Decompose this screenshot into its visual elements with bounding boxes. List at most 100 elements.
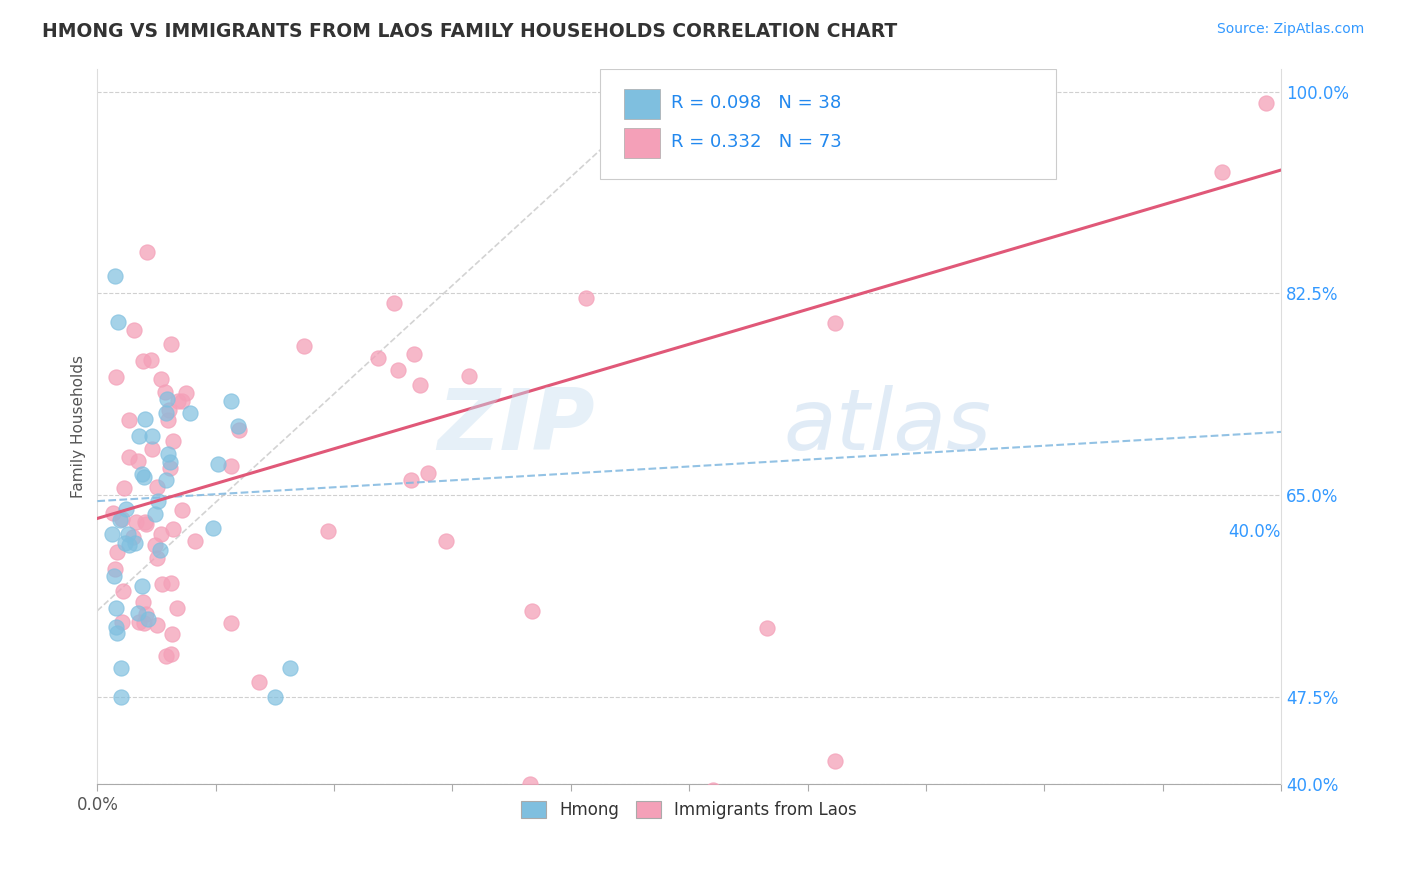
Point	[153, 384, 176, 399]
Point	[384, 296, 406, 310]
Point	[146, 480, 169, 494]
Point	[160, 576, 183, 591]
Point	[316, 524, 339, 539]
Point	[702, 782, 724, 797]
Text: Source: ZipAtlas.com: Source: ZipAtlas.com	[1216, 22, 1364, 37]
Point	[179, 406, 201, 420]
Point	[149, 527, 172, 541]
Point	[141, 429, 163, 443]
Point	[399, 473, 422, 487]
Point	[170, 502, 193, 516]
Point	[143, 538, 166, 552]
Point	[127, 606, 149, 620]
Point	[159, 460, 181, 475]
Point	[418, 466, 440, 480]
FancyBboxPatch shape	[624, 128, 659, 158]
Point	[150, 577, 173, 591]
Point	[118, 538, 141, 552]
Point	[155, 473, 177, 487]
Point	[124, 323, 146, 337]
Point	[135, 517, 157, 532]
Point	[111, 512, 134, 526]
Point	[136, 612, 159, 626]
Point	[201, 521, 224, 535]
Text: 40.0%: 40.0%	[1229, 523, 1281, 541]
Point	[112, 583, 135, 598]
Point	[155, 648, 177, 663]
Point	[121, 530, 143, 544]
Point	[387, 363, 409, 377]
Point	[131, 579, 153, 593]
Point	[434, 533, 457, 548]
Point	[132, 470, 155, 484]
Point	[1211, 165, 1233, 179]
Point	[149, 543, 172, 558]
Point	[105, 619, 128, 633]
Point	[103, 569, 125, 583]
Point	[166, 601, 188, 615]
Point	[118, 450, 141, 464]
Point	[105, 369, 128, 384]
Point	[105, 626, 128, 640]
Point	[136, 244, 159, 259]
Point	[156, 392, 179, 406]
Point	[112, 481, 135, 495]
Point	[292, 339, 315, 353]
Point	[114, 501, 136, 516]
Point	[278, 661, 301, 675]
Point	[155, 406, 177, 420]
Point	[219, 458, 242, 473]
Text: R = 0.098   N = 38: R = 0.098 N = 38	[672, 94, 842, 112]
Point	[145, 550, 167, 565]
Point	[162, 626, 184, 640]
Point	[184, 533, 207, 548]
Point	[132, 615, 155, 630]
Point	[458, 369, 481, 384]
Point	[1033, 120, 1056, 134]
Point	[128, 615, 150, 629]
Point	[404, 346, 426, 360]
Point	[219, 615, 242, 630]
Point	[108, 513, 131, 527]
Point	[824, 754, 846, 768]
Point	[367, 351, 389, 365]
Point	[226, 418, 249, 433]
Point	[166, 393, 188, 408]
Point	[135, 607, 157, 622]
Point	[519, 777, 541, 791]
Point	[117, 526, 139, 541]
Point	[162, 434, 184, 448]
Point	[107, 315, 129, 329]
Text: atlas: atlas	[783, 384, 991, 467]
Point	[219, 393, 242, 408]
Point	[160, 337, 183, 351]
Point	[575, 291, 598, 305]
Y-axis label: Family Households: Family Households	[72, 355, 86, 498]
Text: R = 0.332   N = 73: R = 0.332 N = 73	[672, 133, 842, 151]
Point	[127, 454, 149, 468]
Point	[207, 457, 229, 471]
Point	[139, 352, 162, 367]
Point	[105, 601, 128, 615]
Legend: Hmong, Immigrants from Laos: Hmong, Immigrants from Laos	[515, 794, 863, 825]
Point	[141, 442, 163, 457]
Point	[125, 516, 148, 530]
Point	[124, 536, 146, 550]
Point	[160, 647, 183, 661]
Point	[110, 690, 132, 705]
Point	[170, 393, 193, 408]
Point	[101, 506, 124, 520]
FancyBboxPatch shape	[624, 88, 659, 119]
Point	[105, 545, 128, 559]
Point	[134, 412, 156, 426]
Point	[159, 455, 181, 469]
Point	[118, 413, 141, 427]
Point	[143, 507, 166, 521]
Point	[101, 526, 124, 541]
Point	[1256, 96, 1278, 111]
Point	[132, 354, 155, 368]
Point	[174, 385, 197, 400]
Text: HMONG VS IMMIGRANTS FROM LAOS FAMILY HOUSEHOLDS CORRELATION CHART: HMONG VS IMMIGRANTS FROM LAOS FAMILY HOU…	[42, 22, 897, 41]
Point	[134, 516, 156, 530]
Point	[110, 661, 132, 675]
